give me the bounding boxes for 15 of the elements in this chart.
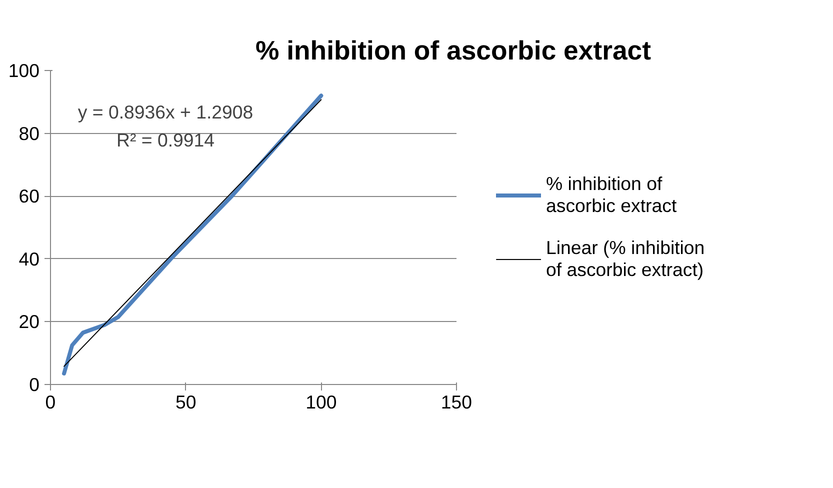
y-tick-label: 80 [18, 122, 40, 144]
x-tick-label: 50 [175, 392, 196, 412]
legend-label: Linear (% inhibition of ascorbic extract) [546, 237, 705, 281]
annotation: y = 0.8936x + 1.2908 [78, 102, 254, 122]
y-tick-label: 20 [18, 311, 40, 332]
y-tick-label: 60 [18, 186, 40, 207]
x-tick-label: 0 [45, 392, 56, 412]
y-tick-label: 100 [8, 60, 40, 81]
x-tick-label: 100 [306, 392, 337, 412]
chart-title: % inhibition of ascorbic extract [256, 36, 652, 66]
legend-label: % inhibition of ascorbic extract [546, 173, 677, 217]
x-tick-label: 150 [440, 392, 472, 412]
y-tick-label: 40 [18, 248, 40, 270]
annotation: R² = 0.9914 [116, 130, 215, 150]
y-tick-label: 0 [29, 374, 40, 395]
